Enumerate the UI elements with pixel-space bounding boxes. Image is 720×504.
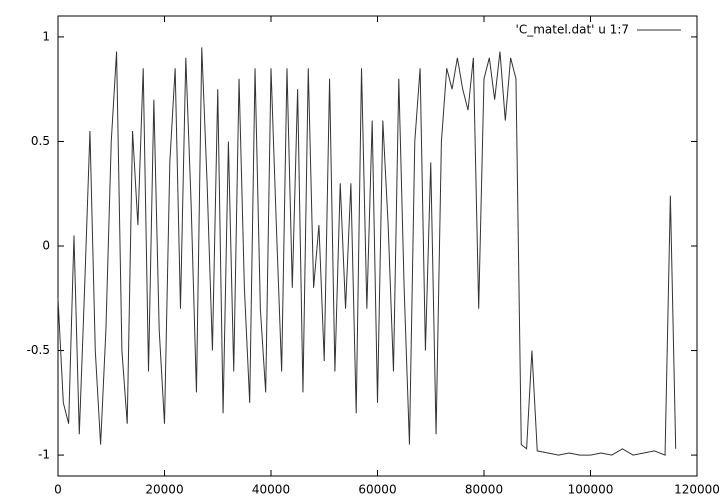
data-line [57, 47, 677, 456]
y-tick-label: -1 [38, 448, 50, 462]
x-tick-label: 20000 [145, 483, 183, 497]
y-tick-label: -0.5 [27, 343, 50, 357]
y-tick-label: 0.5 [31, 134, 50, 148]
y-tick-label: 0 [42, 239, 50, 253]
legend-label: 'C_matel.dat' u 1:7 [516, 23, 629, 37]
x-tick-label: 100000 [568, 483, 614, 497]
x-tick-label: 80000 [465, 483, 503, 497]
plot-frame [57, 15, 698, 477]
x-tick-label: 60000 [358, 483, 396, 497]
y-tick-label: 1 [42, 29, 50, 43]
x-tick-label: 40000 [252, 483, 290, 497]
x-tick-label: 120000 [674, 483, 720, 497]
x-tick-label: 0 [54, 483, 62, 497]
